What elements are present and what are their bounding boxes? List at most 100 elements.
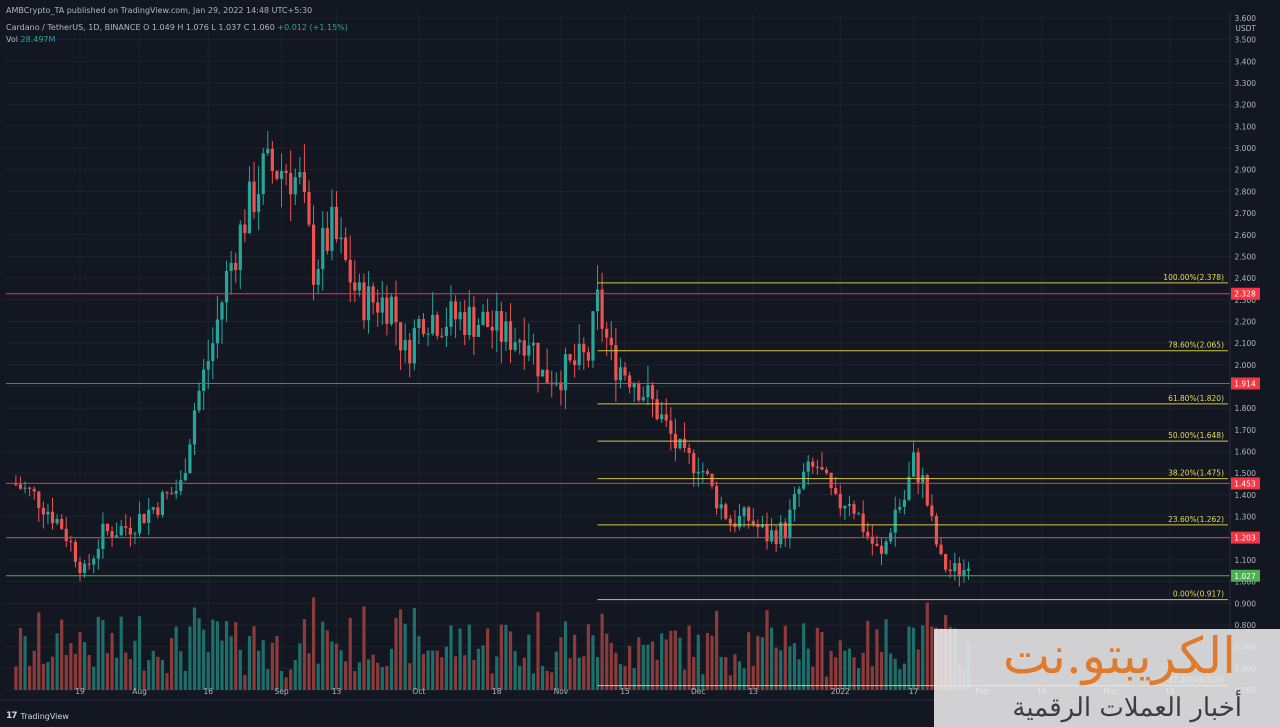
volume-bar bbox=[742, 668, 746, 690]
volume-bar bbox=[595, 657, 600, 690]
price-tick-label: 3.100 bbox=[1235, 122, 1257, 131]
candle-body bbox=[724, 504, 728, 519]
volume-bar bbox=[371, 654, 375, 690]
symbol-legend: Cardano / TetherUS, 1D, BINANCE O 1.049 … bbox=[6, 23, 348, 32]
volume-bar bbox=[147, 660, 151, 690]
volume-bar bbox=[857, 668, 861, 690]
candle-body bbox=[421, 319, 426, 335]
candle-body bbox=[522, 340, 526, 356]
volume-bar bbox=[632, 668, 636, 690]
volume-bar bbox=[889, 653, 893, 690]
candle-body bbox=[783, 522, 787, 539]
symbol-title: Cardano / TetherUS, 1D, BINANCE bbox=[6, 23, 141, 32]
candle-body bbox=[87, 563, 91, 565]
candle-body bbox=[481, 311, 485, 326]
volume-bar bbox=[921, 625, 925, 690]
price-tick-label: 2.000 bbox=[1235, 361, 1257, 370]
candle-body bbox=[215, 319, 219, 344]
level-price-tag bbox=[1231, 477, 1260, 490]
volume-bar bbox=[110, 632, 114, 690]
volume-bar bbox=[435, 650, 439, 690]
volume-bar bbox=[866, 620, 870, 690]
volume-bar bbox=[128, 659, 132, 690]
candle-body bbox=[944, 554, 948, 570]
level-price-tag-label: 1.914 bbox=[1234, 379, 1256, 388]
volume-bar bbox=[28, 666, 32, 690]
volume-bar bbox=[628, 645, 632, 690]
candle-body bbox=[824, 469, 829, 473]
volume-bar bbox=[820, 632, 824, 690]
candle-body bbox=[238, 224, 242, 270]
volume-bar bbox=[893, 658, 897, 690]
volume-bar bbox=[243, 674, 247, 690]
candle-body bbox=[243, 224, 247, 234]
volume-bar bbox=[779, 650, 783, 690]
tradingview-footer[interactable]: 17 TradingView bbox=[6, 711, 69, 721]
volume-bar bbox=[32, 650, 36, 690]
volume-bar bbox=[170, 637, 174, 690]
volume-bar bbox=[655, 659, 659, 690]
candle-body bbox=[893, 509, 897, 533]
volume-bar bbox=[536, 612, 540, 690]
candle-body bbox=[247, 181, 252, 234]
candle-body bbox=[692, 453, 696, 474]
price-axis[interactable]: 3.600 3.500 3.400 3.300 3.200 3.100 3.000 2.900… bbox=[1229, 0, 1280, 700]
candle-body bbox=[513, 342, 517, 350]
volume-bar bbox=[105, 653, 110, 690]
candle-body bbox=[660, 414, 664, 420]
volume-bar bbox=[284, 677, 288, 690]
candle-body bbox=[339, 237, 343, 240]
volume-bar bbox=[559, 637, 563, 690]
volume-bar bbox=[467, 624, 471, 690]
volume-bar bbox=[756, 635, 760, 690]
candle-body bbox=[486, 311, 490, 327]
volume-bar bbox=[160, 660, 165, 690]
candle-body bbox=[293, 177, 297, 195]
volume-bar bbox=[916, 649, 920, 690]
candle-body bbox=[289, 172, 293, 195]
candle-body bbox=[344, 237, 348, 260]
fib-label: 0.00%(0.917) bbox=[1173, 590, 1224, 599]
volume-bar bbox=[696, 634, 700, 690]
time-tick-label: 13 bbox=[748, 687, 758, 696]
candle-body bbox=[902, 499, 906, 507]
candle-body bbox=[64, 528, 68, 541]
candle-body bbox=[82, 563, 87, 573]
volume-bar bbox=[705, 632, 710, 690]
price-tick-label: 3.500 bbox=[1235, 36, 1257, 45]
volume-bar bbox=[211, 619, 215, 690]
candle-body bbox=[728, 518, 732, 524]
volume-bar bbox=[389, 648, 394, 690]
candle-body bbox=[719, 504, 723, 509]
candle-body bbox=[499, 310, 503, 342]
candle-body bbox=[170, 493, 174, 495]
volume-bar bbox=[229, 636, 233, 690]
volume-bar bbox=[802, 623, 806, 690]
candle-body bbox=[715, 485, 719, 509]
volume-bar bbox=[252, 626, 256, 690]
volume-bar bbox=[582, 656, 586, 690]
level-price-tag bbox=[1231, 377, 1260, 390]
candle-body bbox=[559, 382, 563, 391]
volume-bar bbox=[751, 665, 755, 690]
time-tick-label: Aug bbox=[132, 687, 147, 696]
candle-body bbox=[284, 170, 288, 173]
level-price-tag-label: 2.328 bbox=[1234, 290, 1256, 299]
candle-body bbox=[234, 262, 238, 270]
volume-bar bbox=[192, 607, 197, 690]
candle-body bbox=[655, 399, 659, 420]
candle-body bbox=[444, 326, 448, 337]
volume-bar bbox=[449, 625, 453, 690]
volume-bar bbox=[46, 662, 50, 690]
volume-bar bbox=[87, 654, 91, 690]
volume-bar bbox=[339, 650, 343, 690]
fib-label: 38.20%(1.475) bbox=[1168, 469, 1224, 478]
candle-body bbox=[536, 342, 540, 377]
price-tick-label: 3.400 bbox=[1235, 57, 1257, 66]
fib-label: 50.00%(1.648) bbox=[1168, 431, 1224, 440]
candle-body bbox=[179, 480, 183, 492]
volume-bar bbox=[82, 642, 87, 690]
candle-body bbox=[37, 491, 41, 508]
price-tick-label: 2.700 bbox=[1235, 209, 1257, 218]
